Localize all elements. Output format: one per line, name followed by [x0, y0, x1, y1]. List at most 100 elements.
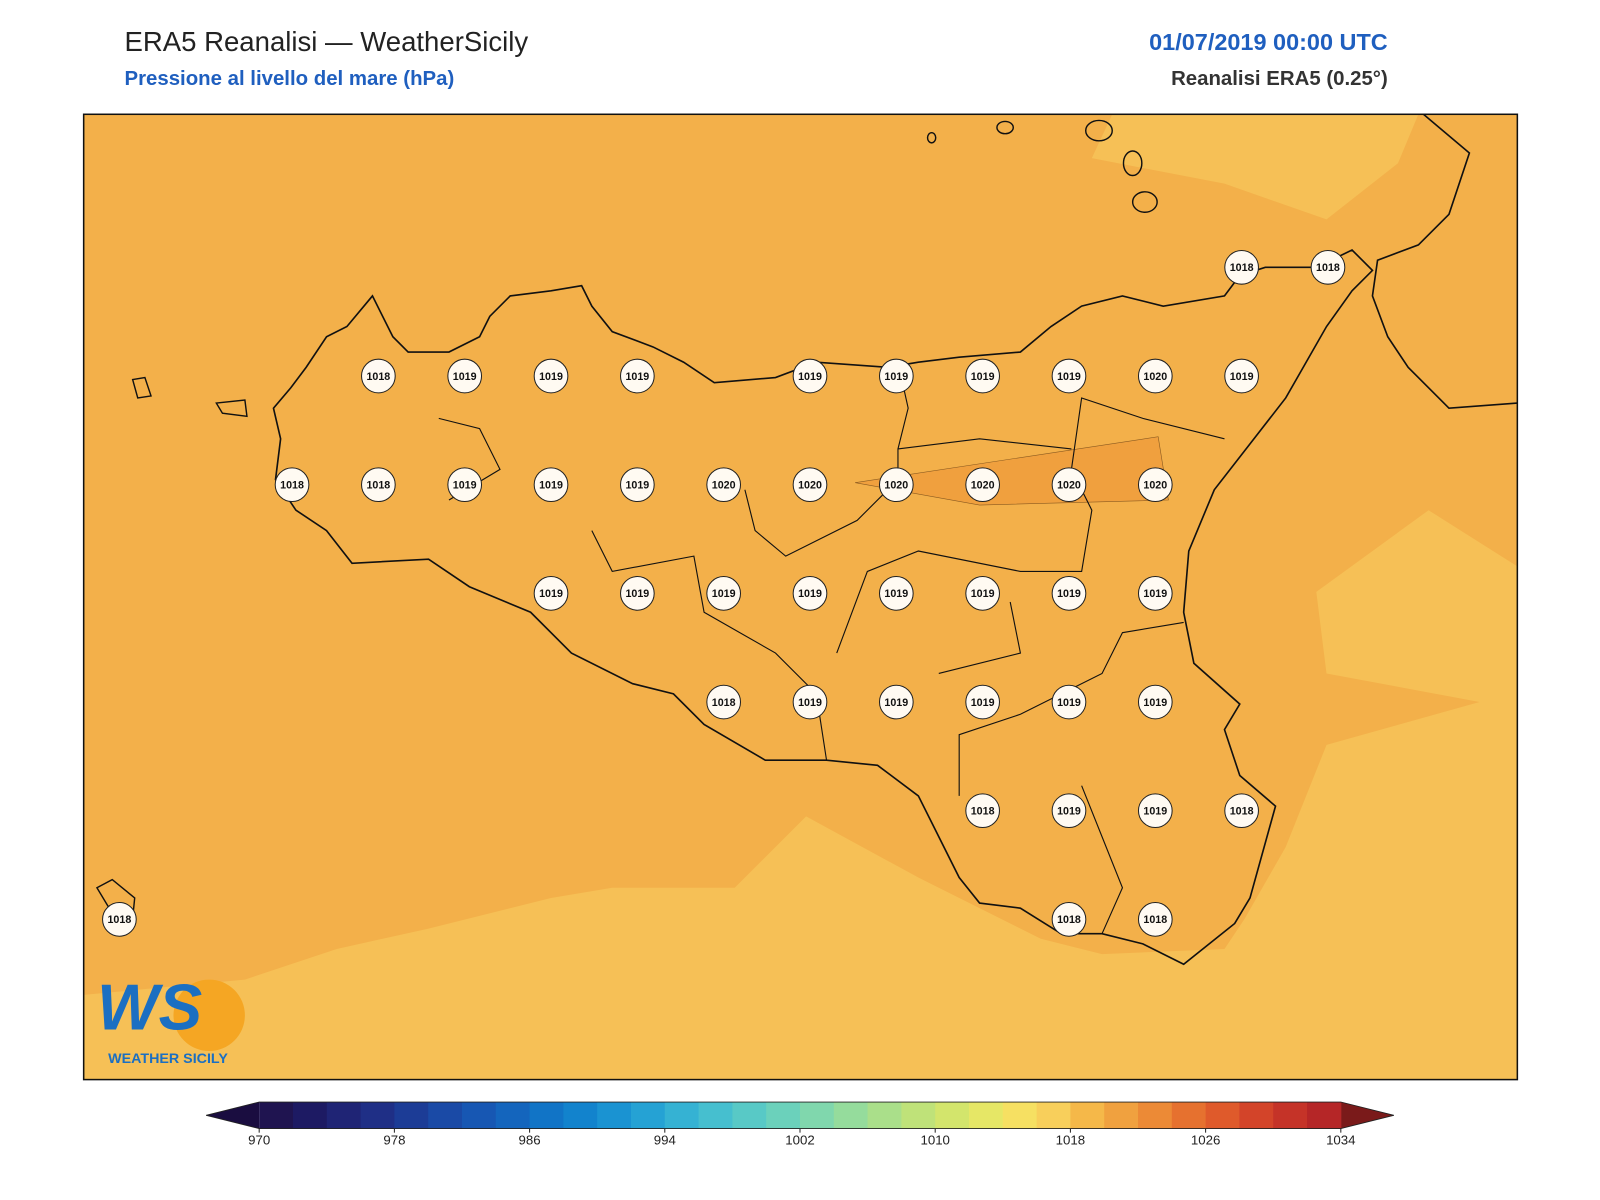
colorbar-tick-label: 1010 [920, 1132, 949, 1147]
station-marker [1137, 902, 1173, 937]
pressure-field-low [1091, 114, 1419, 220]
station-value: 1019 [1057, 697, 1081, 709]
station-marker [792, 576, 828, 611]
station-value: 1018 [1057, 914, 1081, 926]
station-value: 1019 [453, 480, 477, 492]
logo-name: WEATHER SICILY [108, 1051, 228, 1067]
station-value: 1019 [1057, 806, 1081, 818]
station-marker [706, 576, 742, 611]
station-value: 1019 [625, 480, 649, 492]
colorbar-tick-label: 1034 [1326, 1132, 1355, 1147]
station-marker [878, 467, 914, 503]
station-marker [274, 467, 310, 503]
colorbar-bin [833, 1102, 869, 1129]
station-value: 1018 [971, 806, 995, 818]
station-value: 1019 [884, 697, 908, 709]
colorbar-bin [766, 1102, 801, 1129]
map-area: 1018 1018 1018 1019 1019 1019 1019 1019 1019 1019… [83, 114, 1518, 1080]
station-value: 1019 [971, 371, 995, 383]
station-marker [965, 793, 1000, 829]
colorbar-bin [1036, 1102, 1071, 1129]
station-marker [361, 358, 396, 394]
colorbar-bin [969, 1102, 1004, 1129]
station-marker [878, 358, 914, 394]
colorbar-bin [292, 1102, 328, 1129]
station-marker [619, 467, 655, 503]
station-marker [447, 467, 483, 503]
station-value: 1020 [712, 480, 736, 492]
station-marker [1051, 467, 1087, 503]
station-value: 1019 [1143, 697, 1167, 709]
colorbar: 970 978 986 994 1002 1010 1018 1026 1034 [206, 1101, 1394, 1147]
colorbar-bin [1307, 1102, 1342, 1129]
pressure-field-low [83, 510, 1518, 1080]
map-frame [82, 113, 1519, 1081]
station-value: 1020 [1143, 371, 1167, 383]
colorbar-tick-label: 1002 [785, 1132, 814, 1147]
station-marker [1051, 684, 1087, 720]
colorbar-bin [630, 1102, 666, 1129]
station-value: 1019 [539, 480, 563, 492]
station-marker [1137, 467, 1173, 503]
station-value: 1018 [366, 371, 390, 383]
colorbar-bin [428, 1102, 463, 1129]
station-value: 1020 [1057, 480, 1081, 492]
station-value: 1019 [798, 371, 822, 383]
station-value: 1019 [884, 371, 908, 383]
station-marker [965, 684, 1000, 720]
station-value: 1019 [884, 588, 908, 600]
colorbar-bin [867, 1102, 902, 1129]
station-value: 1019 [1143, 806, 1167, 818]
colorbar-tick-label: 978 [383, 1132, 405, 1147]
colorbar-tick-label: 1018 [1056, 1132, 1085, 1147]
station-marker [1310, 249, 1346, 285]
colorbar-tick-label: 994 [654, 1132, 676, 1147]
colorbar-bin [1205, 1102, 1240, 1129]
colorbar-bin [1239, 1102, 1274, 1129]
station-value: 1018 [712, 697, 736, 709]
colorbar-bin [563, 1102, 598, 1129]
station-value: 1018 [1230, 806, 1254, 818]
colorbar-bin [461, 1102, 497, 1129]
subtitle: Pressione al livello del mare (hPa) [124, 68, 454, 90]
station-value: 1020 [1143, 480, 1167, 492]
station-marker [878, 684, 914, 720]
colorbar-bin [935, 1102, 970, 1129]
station-value: 1019 [712, 588, 736, 600]
datetime: 01/07/2019 00:00 UTC [1149, 29, 1388, 55]
station-marker [1137, 684, 1173, 720]
sicily-coastline [272, 249, 1374, 966]
station-value: 1018 [366, 480, 390, 492]
station-value: 1018 [1230, 262, 1254, 274]
station-marker [1224, 358, 1259, 394]
colorbar-bin [1104, 1102, 1139, 1129]
colorbar-tick-label: 970 [248, 1132, 270, 1147]
logo-sun [173, 979, 245, 1052]
title: ERA5 Reanalisi — WeatherSicily [124, 26, 528, 57]
station-marker [706, 467, 742, 503]
station-marker [533, 467, 569, 503]
station-value: 1019 [798, 588, 822, 600]
station-value: 1019 [625, 588, 649, 600]
colorbar-tick-label: 1026 [1191, 1132, 1220, 1147]
station-value: 1019 [1057, 588, 1081, 600]
colorbar-bin [259, 1102, 294, 1129]
station-marker [965, 358, 1000, 394]
colorbar-bin [800, 1102, 835, 1129]
station-marker [1137, 576, 1173, 611]
station-value: 1019 [971, 697, 995, 709]
station-value: 1019 [539, 371, 563, 383]
station-value: 1019 [453, 371, 477, 383]
station-marker [1051, 902, 1087, 937]
station-value: 1020 [884, 480, 908, 492]
source: Reanalisi ERA5 (0.25°) [1171, 68, 1388, 90]
logo-mark: WS [97, 970, 202, 1043]
colorbar-bin [1273, 1102, 1308, 1129]
station-value: 1019 [1230, 371, 1254, 383]
colorbar-over [1340, 1102, 1394, 1129]
colorbar-bin [326, 1102, 362, 1129]
station-marker [1137, 358, 1173, 394]
colorbar-bin [360, 1102, 395, 1129]
station-value: 1020 [971, 480, 995, 492]
